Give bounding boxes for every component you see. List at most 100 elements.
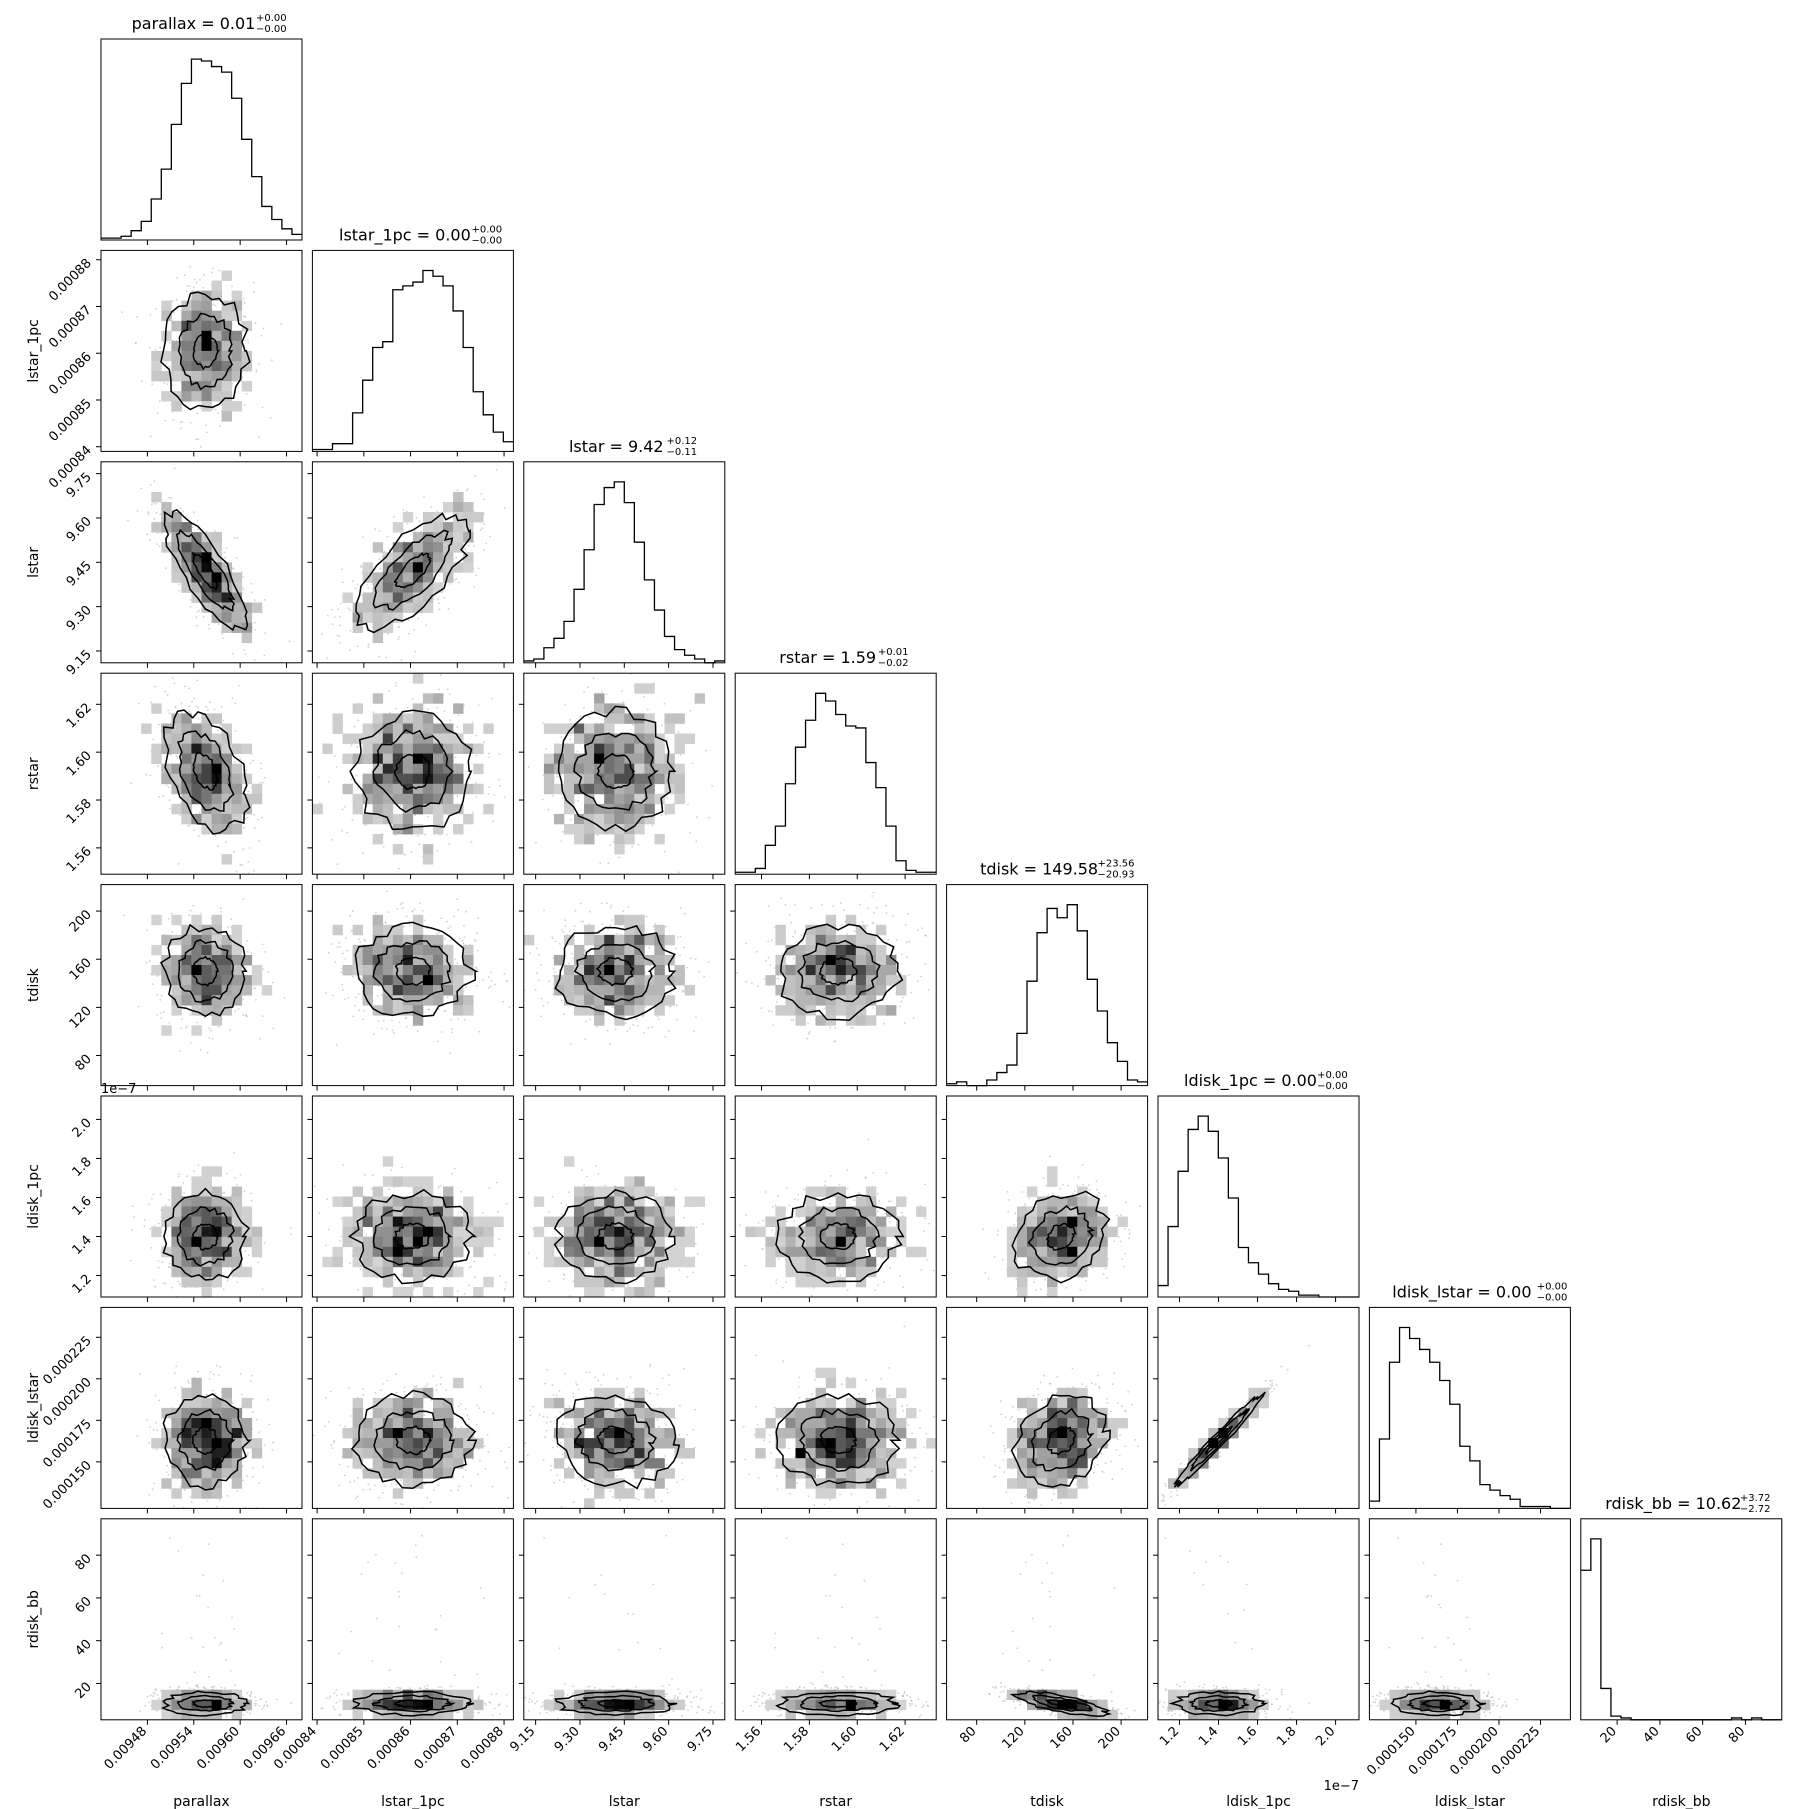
sample-point [402, 508, 405, 511]
density-cell [453, 733, 464, 744]
density-cell [322, 743, 333, 754]
density-cell [372, 743, 384, 754]
sample-point [245, 769, 247, 771]
density-cell [463, 723, 474, 734]
density-cell [362, 562, 373, 573]
density-cell [211, 592, 222, 603]
scatter-rstar-vs-lstar [523, 672, 726, 875]
density-cell [644, 743, 655, 754]
sample-point [158, 723, 160, 726]
density-cell [161, 743, 172, 754]
density-cell [221, 622, 232, 633]
sample-point [356, 645, 359, 648]
density-cell [614, 743, 625, 754]
sample-point [247, 341, 250, 344]
sample-point [189, 265, 192, 268]
density-cell [594, 773, 605, 785]
sample-point [193, 278, 196, 281]
density-cell [171, 572, 182, 583]
density-cell [574, 733, 585, 744]
sample-point [197, 528, 199, 531]
sample-point [399, 804, 402, 807]
sample-point [601, 690, 603, 693]
sample-point [467, 544, 470, 547]
density-cell [221, 310, 232, 322]
sample-point [252, 759, 254, 762]
sample-point [354, 587, 357, 590]
density-cell [422, 753, 434, 764]
sample-point [341, 668, 343, 670]
density-cell [553, 783, 565, 795]
sample-point [203, 273, 205, 276]
sample-point [475, 796, 478, 798]
title-rdisk_bb: rdisk_bb = 10.62 [1605, 1494, 1741, 1514]
sample-point [362, 536, 364, 538]
density-cell [402, 552, 414, 563]
sample-point [666, 738, 669, 740]
density-cell [564, 824, 575, 835]
density-cell [614, 733, 625, 744]
sample-point [367, 646, 370, 649]
density-cell [211, 713, 222, 724]
title-lower-error: −0.02 [878, 658, 909, 669]
density-cell [221, 350, 232, 362]
sample-point [477, 704, 480, 706]
scatter-lstar_1pc-vs-parallax [100, 249, 303, 452]
histogram-tdisk: tdisk = 149.58 +23.56−20.93 [946, 859, 1149, 1087]
sample-point [137, 702, 140, 705]
sample-point [458, 581, 460, 584]
density-cell [191, 743, 202, 754]
density-cell [654, 773, 665, 785]
density-cell [574, 773, 585, 785]
sample-point [170, 753, 172, 756]
density-cell [382, 592, 394, 603]
sample-point [241, 863, 244, 866]
sample-point [175, 755, 178, 757]
density-cell [362, 793, 373, 805]
density-cell [211, 391, 222, 402]
sample-point [234, 702, 237, 705]
sample-point [189, 421, 192, 424]
density-cell [171, 371, 182, 382]
sample-point [258, 363, 261, 365]
density-cell [402, 592, 414, 603]
density-cell [614, 763, 625, 775]
sample-point [205, 705, 208, 708]
density-cell [181, 532, 192, 543]
density-cell [392, 582, 404, 593]
sample-point [393, 515, 395, 518]
density-cell [372, 612, 384, 623]
sample-point [420, 530, 423, 533]
density-cell [211, 310, 222, 322]
sample-point [225, 841, 227, 844]
density-cell [422, 592, 434, 603]
sample-point [483, 512, 485, 515]
density-cell [574, 813, 585, 825]
density-cell [171, 763, 182, 775]
sample-point [165, 362, 168, 365]
sample-point [178, 583, 180, 586]
density-cell [161, 512, 172, 523]
sample-point [406, 523, 409, 525]
sample-point [255, 371, 258, 373]
density-cell [221, 340, 232, 352]
sample-point [705, 749, 707, 752]
sample-point [436, 706, 439, 709]
contour-line [191, 551, 219, 591]
density-cell [594, 813, 605, 825]
sample-point [159, 346, 162, 349]
sample-point [222, 637, 224, 640]
sample-point [159, 1012, 162, 1014]
sample-point [146, 533, 149, 536]
sample-point [254, 827, 256, 829]
density-cell [443, 552, 454, 563]
sample-point [427, 708, 429, 711]
density-cell [634, 793, 645, 805]
density-cell [171, 522, 182, 533]
title-upper-error: +0.01 [878, 647, 909, 658]
sample-point [360, 566, 363, 568]
density-cell [453, 491, 464, 503]
sample-point [195, 438, 198, 441]
sample-point [257, 819, 260, 821]
density-cell [422, 512, 434, 523]
